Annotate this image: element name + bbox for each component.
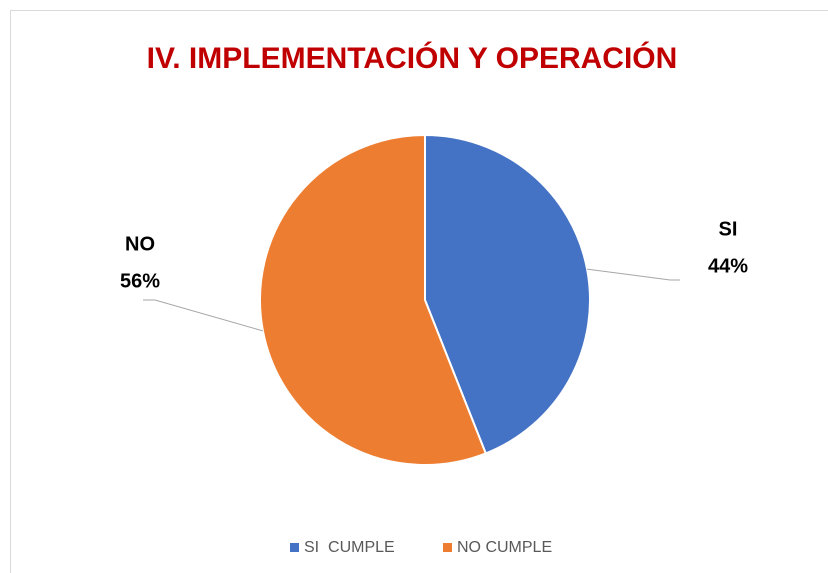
- data-label: 56%: [120, 270, 160, 292]
- data-label: 44%: [708, 255, 748, 277]
- chart-title: IV. IMPLEMENTACIÓN Y OPERACIÓN: [147, 41, 678, 75]
- pie-slice: [259, 133, 488, 466]
- legend-swatch: [443, 543, 452, 552]
- pie-slice: [424, 133, 591, 455]
- data-label-name: SI: [719, 218, 738, 240]
- leader-line: [587, 268, 680, 281]
- legend-swatch: [290, 543, 299, 552]
- legend-label: NO CUMPLE: [457, 539, 552, 556]
- leader-line: [143, 299, 264, 332]
- legend-label: SI CUMPLE: [304, 539, 395, 556]
- data-label-name: NO: [125, 233, 155, 255]
